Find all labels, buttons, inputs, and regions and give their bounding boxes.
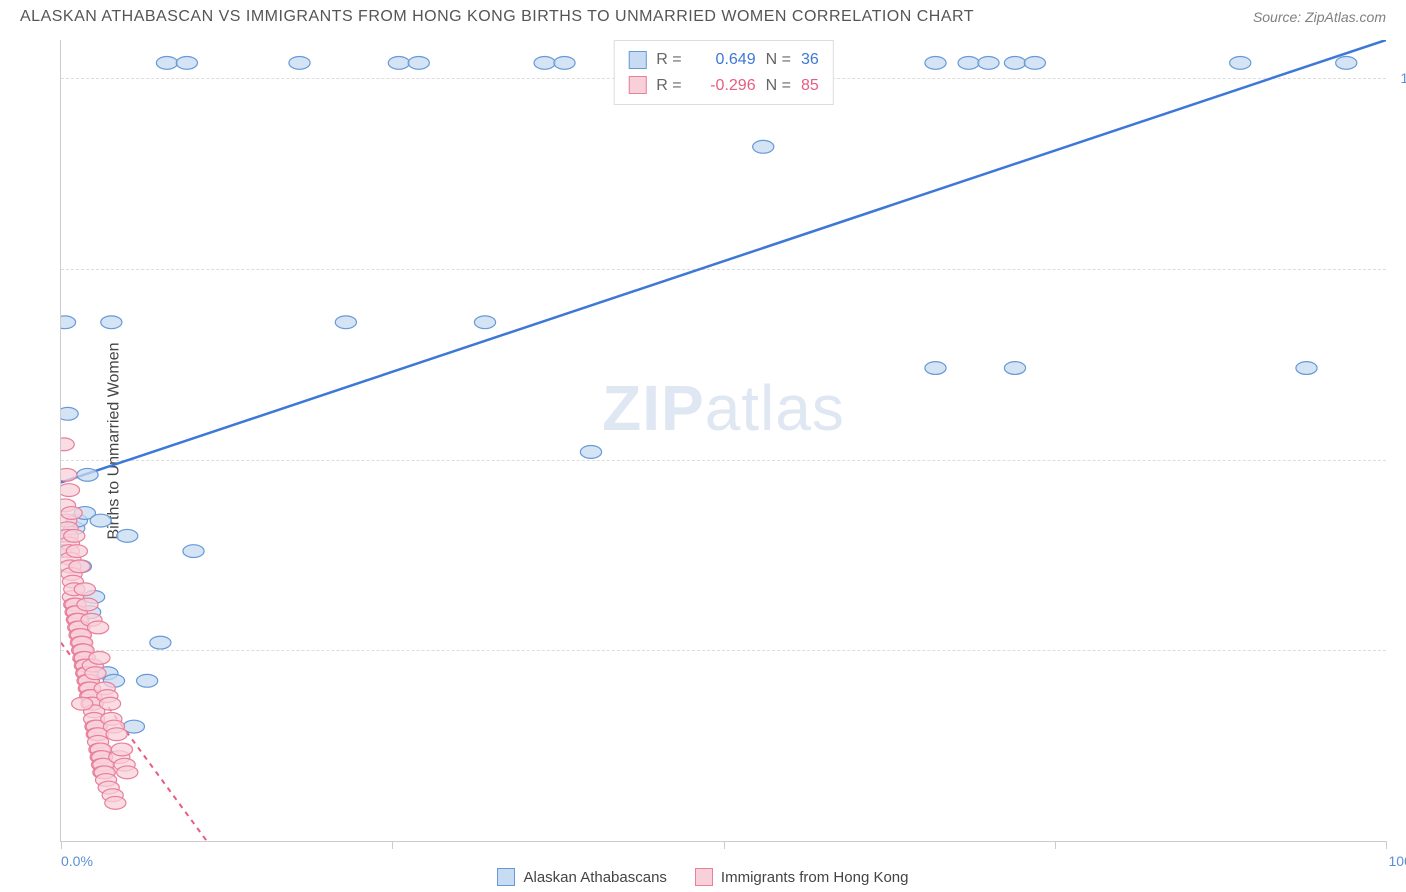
r-value: 0.649: [692, 47, 756, 73]
point-hongkong: [106, 728, 127, 741]
point-alaskan: [1024, 56, 1045, 69]
point-alaskan: [925, 56, 946, 69]
point-alaskan: [1296, 362, 1317, 375]
point-hongkong: [69, 560, 90, 573]
point-alaskan: [117, 529, 138, 542]
point-alaskan: [156, 56, 177, 69]
point-hongkong: [64, 529, 85, 542]
point-alaskan: [978, 56, 999, 69]
n-label: N =: [766, 47, 791, 73]
point-hongkong: [88, 621, 109, 634]
x-tick: [61, 841, 62, 849]
point-hongkong: [105, 796, 126, 809]
point-alaskan: [554, 56, 575, 69]
r-label: R =: [656, 47, 681, 73]
point-alaskan: [958, 56, 979, 69]
point-alaskan: [335, 316, 356, 329]
point-alaskan: [1336, 56, 1357, 69]
point-hongkong: [77, 598, 98, 611]
point-alaskan: [474, 316, 495, 329]
corr-row-hongkong: R = -0.296 N = 85: [628, 73, 818, 99]
point-hongkong: [72, 697, 93, 710]
point-hongkong: [61, 484, 80, 497]
point-hongkong: [85, 667, 106, 680]
x-tick: [1055, 841, 1056, 849]
point-hongkong: [61, 438, 74, 451]
x-tick: [1386, 841, 1387, 849]
swatch-icon: [628, 51, 646, 69]
x-axis-min-label: 0.0%: [61, 853, 93, 869]
point-alaskan: [137, 674, 158, 687]
point-alaskan: [90, 514, 111, 527]
point-alaskan: [1004, 56, 1025, 69]
point-alaskan: [176, 56, 197, 69]
swatch-icon: [628, 76, 646, 94]
legend-label: Alaskan Athabascans: [523, 869, 666, 886]
x-tick: [392, 841, 393, 849]
point-hongkong: [61, 468, 77, 481]
source-attribution: Source: ZipAtlas.com: [1253, 9, 1386, 25]
legend-label: Immigrants from Hong Kong: [721, 869, 909, 886]
point-hongkong: [61, 507, 82, 520]
swatch-icon: [695, 868, 713, 886]
point-alaskan: [77, 468, 98, 481]
legend-item-alaskan: Alaskan Athabascans: [497, 868, 666, 886]
point-alaskan: [289, 56, 310, 69]
trend-line-alaskan: [61, 40, 1386, 482]
scatter-svg: [61, 40, 1386, 841]
chart-title: ALASKAN ATHABASCAN VS IMMIGRANTS FROM HO…: [20, 8, 974, 26]
point-alaskan: [388, 56, 409, 69]
r-label: R =: [656, 73, 681, 99]
chart-container: Births to Unmarried Women ZIPatlas R =0.…: [60, 40, 1386, 842]
correlation-legend: R = 0.649 N = 36 R = -0.296 N = 85: [613, 40, 833, 105]
point-hongkong: [117, 766, 138, 779]
point-alaskan: [1230, 56, 1251, 69]
n-value: 85: [801, 73, 819, 99]
series-legend: Alaskan Athabascans Immigrants from Hong …: [0, 868, 1406, 886]
point-alaskan: [580, 446, 601, 459]
y-tick-label: 100.0%: [1401, 70, 1406, 86]
n-value: 36: [801, 47, 819, 73]
point-alaskan: [61, 316, 76, 329]
point-alaskan: [534, 56, 555, 69]
point-hongkong: [89, 652, 110, 665]
point-hongkong: [66, 545, 87, 558]
point-alaskan: [101, 316, 122, 329]
x-tick: [724, 841, 725, 849]
point-alaskan: [150, 636, 171, 649]
point-alaskan: [1004, 362, 1025, 375]
point-alaskan: [753, 140, 774, 153]
n-label: N =: [766, 73, 791, 99]
x-axis-max-label: 100.0%: [1389, 853, 1406, 869]
point-hongkong: [99, 697, 120, 710]
legend-item-hongkong: Immigrants from Hong Kong: [695, 868, 909, 886]
swatch-icon: [497, 868, 515, 886]
corr-row-alaskan: R = 0.649 N = 36: [628, 47, 818, 73]
point-alaskan: [61, 407, 78, 420]
plot-area: ZIPatlas R =0.649N =36R =-0.296N =85 0.0…: [60, 40, 1386, 842]
point-alaskan: [925, 362, 946, 375]
point-alaskan: [408, 56, 429, 69]
point-hongkong: [74, 583, 95, 596]
point-hongkong: [111, 743, 132, 756]
point-alaskan: [183, 545, 204, 558]
r-value: -0.296: [692, 73, 756, 99]
